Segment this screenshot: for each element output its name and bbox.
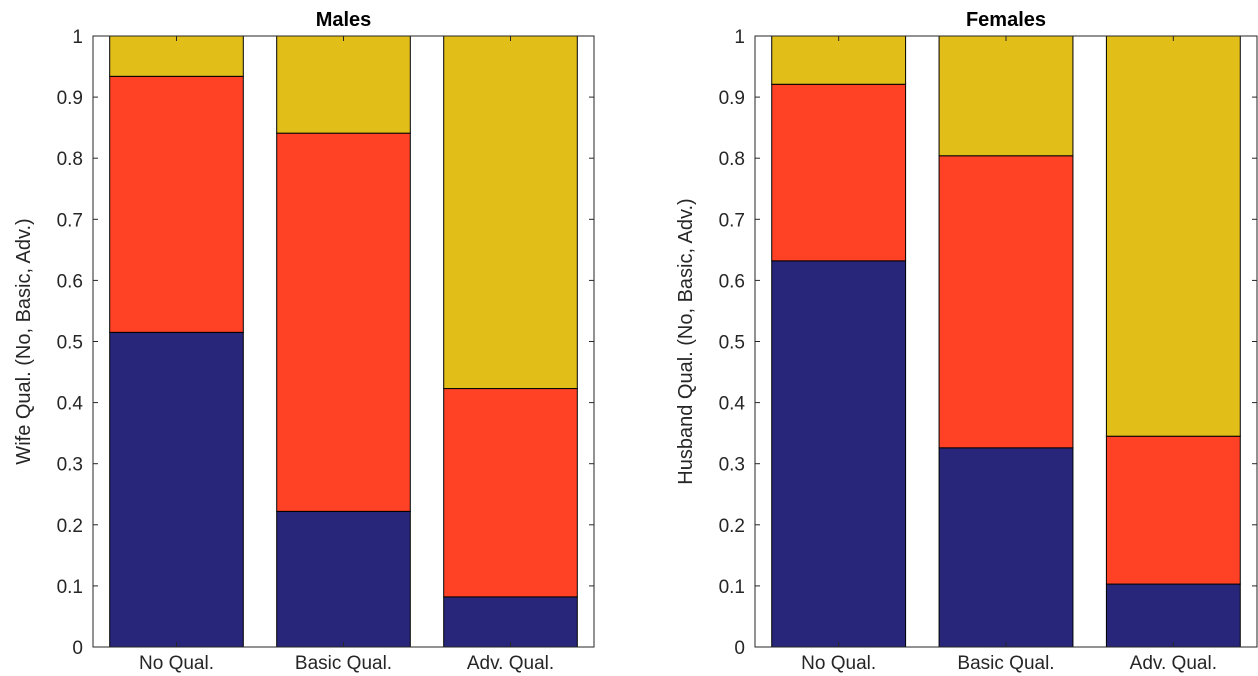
chart-0-bar-0-seg-0 — [109, 331, 244, 648]
chart-0-bar-2-seg-2 — [443, 35, 578, 390]
chart-1-ytick-label-8: 0.8 — [719, 149, 745, 170]
chart-1-ytick-label-4: 0.4 — [719, 394, 746, 415]
chart-0-category-label-2: Adv. Qual. — [467, 653, 554, 674]
chart-1-bar-1-seg-2 — [938, 35, 1074, 157]
chart-1-ytick-label-10: 1 — [734, 27, 745, 48]
chart-0-ytick-label-2: 0.2 — [57, 516, 83, 537]
chart-0-ytick-label-9: 0.9 — [57, 88, 83, 109]
chart-1-bar-1-seg-1 — [938, 155, 1074, 449]
chart-0-ytick-label-0: 0 — [72, 638, 83, 659]
chart-1-category-label-0: No Qual. — [801, 653, 876, 674]
chart-1-panel: 0 0.1 0.2 0.3 0.4 0.5 0.6 0.7 0.8 0.9 1 No Qual. Bas… — [675, 9, 1258, 674]
chart-1-bar-0-seg-1 — [771, 83, 907, 262]
chart-0-ytick-label-8: 0.8 — [57, 149, 83, 170]
chart-0-bar-0-seg-1 — [109, 75, 244, 333]
chart-1-ytick-label-7: 0.7 — [719, 210, 745, 231]
chart-0-bar-0-seg-2 — [109, 35, 244, 77]
chart-0-bar-2-seg-1 — [443, 388, 578, 598]
chart-0-category-label-0: No Qual. — [139, 653, 214, 674]
chart-1-title: Females — [966, 9, 1046, 31]
chart-0-ytick-label-10: 1 — [72, 27, 83, 48]
chart-0-ytick-label-4: 0.4 — [57, 394, 84, 415]
chart-1-ylabel: Husband Qual. (No, Basic, Adv.) — [675, 198, 697, 484]
chart-1-ytick-label-6: 0.6 — [719, 271, 745, 292]
chart-0-title: Males — [316, 9, 372, 31]
chart-1-bar-0-seg-0 — [771, 260, 907, 648]
chart-0-bar-2-seg-0 — [443, 596, 578, 648]
chart-0-ytick-label-3: 0.3 — [57, 455, 83, 476]
chart-1-bar-2-seg-1 — [1105, 435, 1241, 585]
chart-1-ytick-label-1: 0.1 — [719, 577, 745, 598]
chart-1-ytick-label-0: 0 — [734, 638, 745, 659]
chart-0-ytick-label-5: 0.5 — [57, 333, 83, 354]
chart-1-category-label-1: Basic Qual. — [957, 653, 1054, 674]
chart-0-ytick-label-6: 0.6 — [57, 271, 83, 292]
chart-0-ytick-label-1: 0.1 — [57, 577, 83, 598]
chart-0-bar-1-seg-2 — [276, 35, 411, 134]
chart-0-ylabel: Wife Qual. (No, Basic, Adv.) — [13, 218, 35, 464]
chart-1-bar-2-seg-2 — [1105, 35, 1241, 437]
chart-0-ytick-label-7: 0.7 — [57, 210, 83, 231]
chart-1-bar-0-seg-2 — [771, 35, 907, 85]
chart-0-panel: 0 0.1 0.2 0.3 0.4 0.5 0.6 0.7 0.8 0.9 1 No Qual. Bas… — [13, 9, 595, 674]
chart-0-bar-1-seg-0 — [276, 510, 411, 648]
chart-1-ytick-label-2: 0.2 — [719, 516, 745, 537]
chart-1-bar-1-seg-0 — [938, 447, 1074, 648]
chart-1-bar-2-seg-0 — [1105, 583, 1241, 648]
chart-0-bar-1-seg-1 — [276, 132, 411, 512]
chart-1-category-label-2: Adv. Qual. — [1130, 653, 1217, 674]
chart-0-category-label-1: Basic Qual. — [295, 653, 392, 674]
chart-1-ytick-label-5: 0.5 — [719, 333, 745, 354]
chart-1-ytick-label-3: 0.3 — [719, 455, 745, 476]
chart-1-ytick-label-9: 0.9 — [719, 88, 745, 109]
